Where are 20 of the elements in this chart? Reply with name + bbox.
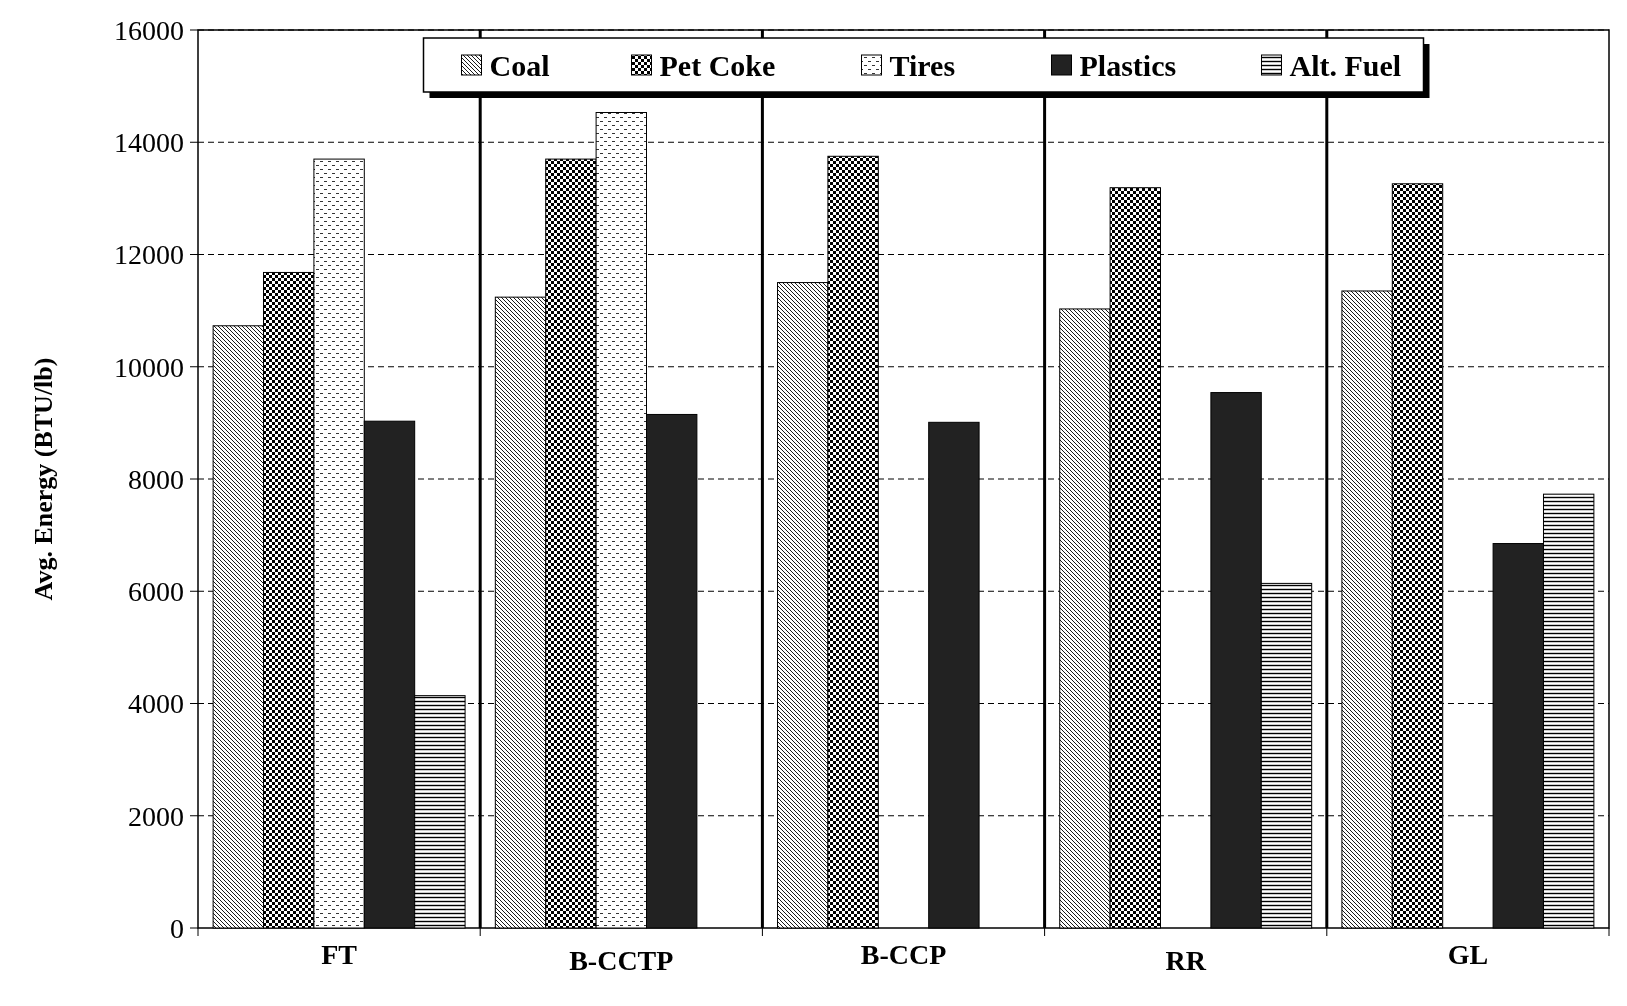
y-tick-label: 8000 xyxy=(128,463,184,495)
y-tick-label: 12000 xyxy=(114,239,184,271)
y-tick-label: 6000 xyxy=(128,576,184,608)
x-tick-label: GL xyxy=(1447,939,1489,970)
y-tick-label: 14000 xyxy=(114,127,184,159)
y-tick-label: 0 xyxy=(170,912,184,944)
y-tick-label: 2000 xyxy=(128,800,184,832)
x-tick-label: FT xyxy=(321,939,358,970)
legend-label: Coal xyxy=(489,48,550,82)
y-tick-label: 10000 xyxy=(114,351,184,383)
legend-label: Plastics xyxy=(1079,48,1177,82)
legend-label: Alt. Fuel xyxy=(1289,48,1402,82)
x-tick-label: B-CCP xyxy=(860,939,947,970)
legend-label: Pet Coke xyxy=(659,48,776,82)
legend-label: Tires xyxy=(889,48,956,82)
y-axis-title: Avg. Energy (BTU/lb) xyxy=(29,357,58,601)
y-tick-label: 16000 xyxy=(114,14,184,46)
x-tick-label: B-CCTP xyxy=(569,945,674,976)
y-tick-label: 4000 xyxy=(128,688,184,720)
x-tick-label: RR xyxy=(1165,945,1207,976)
